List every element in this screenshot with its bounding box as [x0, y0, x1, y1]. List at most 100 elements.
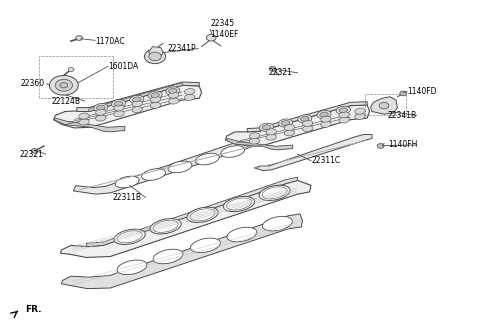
Ellipse shape — [339, 117, 349, 123]
Ellipse shape — [281, 121, 290, 125]
Text: 22360: 22360 — [20, 79, 44, 88]
Circle shape — [76, 36, 83, 40]
Circle shape — [49, 75, 78, 95]
Ellipse shape — [114, 229, 145, 244]
Ellipse shape — [117, 231, 142, 243]
Text: 22341B: 22341B — [388, 111, 417, 120]
Polygon shape — [54, 118, 125, 132]
Ellipse shape — [96, 105, 105, 110]
Ellipse shape — [115, 176, 139, 188]
Text: FR.: FR. — [25, 305, 41, 314]
Polygon shape — [89, 83, 182, 112]
Ellipse shape — [249, 138, 260, 144]
Circle shape — [60, 83, 68, 88]
Ellipse shape — [300, 116, 309, 121]
Ellipse shape — [195, 153, 219, 165]
Ellipse shape — [284, 130, 295, 136]
Text: 22311C: 22311C — [311, 156, 340, 165]
Ellipse shape — [142, 169, 166, 180]
Ellipse shape — [130, 95, 144, 103]
Circle shape — [144, 49, 166, 64]
Ellipse shape — [168, 89, 177, 93]
Text: 1140FH: 1140FH — [388, 140, 417, 150]
Ellipse shape — [224, 196, 254, 212]
Text: 22341P: 22341P — [167, 44, 196, 53]
Ellipse shape — [96, 115, 106, 121]
Ellipse shape — [262, 125, 271, 130]
Ellipse shape — [114, 101, 123, 106]
Polygon shape — [73, 137, 269, 194]
Ellipse shape — [259, 123, 274, 131]
Ellipse shape — [94, 104, 108, 112]
Ellipse shape — [302, 120, 313, 126]
Ellipse shape — [132, 107, 143, 113]
Ellipse shape — [266, 129, 276, 135]
Ellipse shape — [168, 92, 179, 98]
Polygon shape — [86, 177, 298, 247]
Ellipse shape — [321, 116, 331, 122]
Text: 22124B: 22124B — [52, 96, 81, 106]
Polygon shape — [371, 97, 397, 114]
Ellipse shape — [132, 97, 141, 102]
Text: 22311B: 22311B — [113, 193, 142, 202]
Ellipse shape — [278, 119, 293, 127]
Circle shape — [269, 67, 276, 71]
Ellipse shape — [117, 260, 147, 275]
Ellipse shape — [168, 98, 179, 104]
Ellipse shape — [96, 109, 106, 115]
Ellipse shape — [336, 106, 350, 114]
Ellipse shape — [190, 209, 215, 221]
Ellipse shape — [339, 108, 348, 113]
Ellipse shape — [191, 238, 220, 253]
Ellipse shape — [187, 207, 218, 222]
Ellipse shape — [249, 133, 260, 139]
Ellipse shape — [153, 249, 183, 264]
Ellipse shape — [150, 219, 181, 234]
Polygon shape — [247, 102, 367, 132]
Ellipse shape — [79, 119, 89, 125]
Circle shape — [400, 91, 407, 96]
Circle shape — [31, 149, 38, 153]
Ellipse shape — [153, 220, 178, 232]
Polygon shape — [149, 47, 163, 59]
Ellipse shape — [184, 89, 195, 94]
Ellipse shape — [168, 161, 192, 173]
Polygon shape — [54, 85, 202, 128]
Ellipse shape — [259, 185, 290, 200]
Text: 1170AC: 1170AC — [95, 36, 125, 46]
Ellipse shape — [79, 113, 89, 119]
Ellipse shape — [317, 111, 331, 118]
Ellipse shape — [266, 134, 276, 140]
Ellipse shape — [150, 96, 161, 102]
Ellipse shape — [262, 187, 287, 199]
Ellipse shape — [114, 105, 124, 111]
Circle shape — [55, 79, 72, 91]
Ellipse shape — [227, 198, 252, 210]
Ellipse shape — [339, 112, 349, 118]
Ellipse shape — [114, 111, 124, 117]
Circle shape — [149, 52, 161, 61]
Ellipse shape — [284, 125, 295, 131]
Polygon shape — [254, 134, 372, 171]
Circle shape — [379, 102, 389, 109]
Ellipse shape — [298, 115, 312, 123]
Circle shape — [377, 144, 384, 148]
Ellipse shape — [166, 87, 180, 95]
Circle shape — [68, 68, 74, 72]
Ellipse shape — [150, 102, 161, 108]
Ellipse shape — [184, 94, 195, 100]
Ellipse shape — [221, 146, 245, 157]
Text: 22321: 22321 — [269, 68, 293, 77]
Polygon shape — [226, 105, 370, 146]
Ellipse shape — [227, 227, 257, 242]
Text: 22345
1140EF: 22345 1140EF — [210, 19, 239, 39]
Text: 1601DA: 1601DA — [108, 62, 138, 71]
Ellipse shape — [148, 91, 162, 99]
Polygon shape — [60, 180, 311, 257]
Ellipse shape — [111, 100, 126, 108]
Ellipse shape — [355, 113, 365, 119]
Ellipse shape — [355, 108, 365, 114]
Polygon shape — [61, 214, 302, 289]
Ellipse shape — [302, 126, 313, 132]
Ellipse shape — [132, 101, 143, 107]
